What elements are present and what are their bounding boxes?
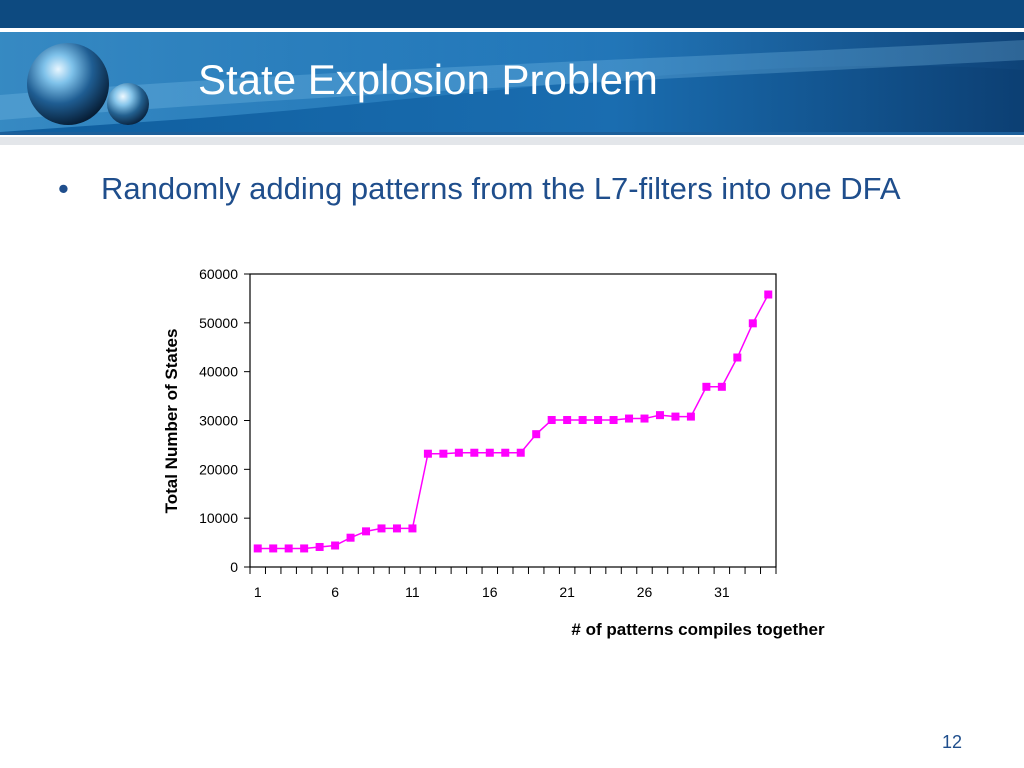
data-point bbox=[748, 319, 757, 328]
data-point bbox=[454, 448, 463, 457]
data-point bbox=[717, 382, 726, 391]
header-background bbox=[0, 0, 1024, 145]
x-tick-label: 31 bbox=[714, 584, 730, 600]
slide-header: State Explosion Problem bbox=[0, 0, 1024, 145]
data-point bbox=[253, 544, 262, 553]
data-point bbox=[764, 290, 773, 299]
series-line bbox=[257, 294, 769, 550]
data-point bbox=[563, 416, 572, 425]
page-number: 12 bbox=[941, 732, 962, 752]
x-tick-label: 1 bbox=[254, 584, 262, 600]
x-tick-label: 21 bbox=[559, 584, 575, 600]
data-point bbox=[516, 448, 525, 457]
data-point bbox=[485, 448, 494, 457]
data-point bbox=[578, 416, 587, 425]
data-point bbox=[501, 448, 510, 457]
data-point bbox=[315, 542, 324, 551]
x-tick-label: 6 bbox=[331, 584, 339, 600]
data-point bbox=[702, 382, 711, 391]
data-point bbox=[655, 411, 664, 420]
data-point bbox=[671, 412, 680, 421]
x-tick-label: 16 bbox=[482, 584, 498, 600]
bullet-icon: • bbox=[58, 171, 69, 206]
data-point bbox=[547, 416, 556, 425]
y-tick-label: 60000 bbox=[199, 266, 238, 282]
y-tick-label: 0 bbox=[230, 559, 238, 575]
bullet-text: Randomly adding patterns from the L7-fil… bbox=[101, 171, 901, 206]
data-point bbox=[609, 416, 618, 425]
y-tick-label: 40000 bbox=[199, 364, 238, 380]
y-tick-label: 30000 bbox=[199, 413, 238, 429]
data-point bbox=[362, 527, 371, 536]
data-point bbox=[331, 541, 340, 550]
data-point bbox=[532, 430, 541, 439]
data-point bbox=[439, 449, 448, 458]
data-point bbox=[300, 544, 309, 553]
logo-orb-small bbox=[107, 83, 149, 125]
data-point bbox=[408, 524, 417, 533]
data-point bbox=[423, 449, 432, 458]
data-point bbox=[392, 524, 401, 533]
data-point bbox=[733, 353, 742, 362]
logo-orb-large bbox=[27, 43, 109, 125]
data-point bbox=[377, 524, 386, 533]
data-point bbox=[625, 414, 634, 423]
x-axis-label: # of patterns compiles together bbox=[571, 620, 825, 639]
x-tick-label: 11 bbox=[405, 584, 420, 600]
data-point bbox=[284, 544, 293, 553]
y-tick-label: 20000 bbox=[199, 461, 238, 477]
data-point bbox=[594, 416, 603, 425]
data-point bbox=[346, 533, 355, 542]
slide-title: State Explosion Problem bbox=[198, 56, 658, 103]
data-point bbox=[686, 412, 695, 421]
data-point bbox=[269, 544, 278, 553]
x-tick-label: 26 bbox=[637, 584, 653, 600]
data-point bbox=[470, 448, 479, 457]
y-tick-label: 50000 bbox=[199, 315, 238, 331]
data-point bbox=[640, 414, 649, 423]
y-tick-label: 10000 bbox=[199, 510, 238, 526]
y-axis-label: Total Number of States bbox=[162, 329, 181, 514]
plot-frame bbox=[249, 273, 777, 568]
